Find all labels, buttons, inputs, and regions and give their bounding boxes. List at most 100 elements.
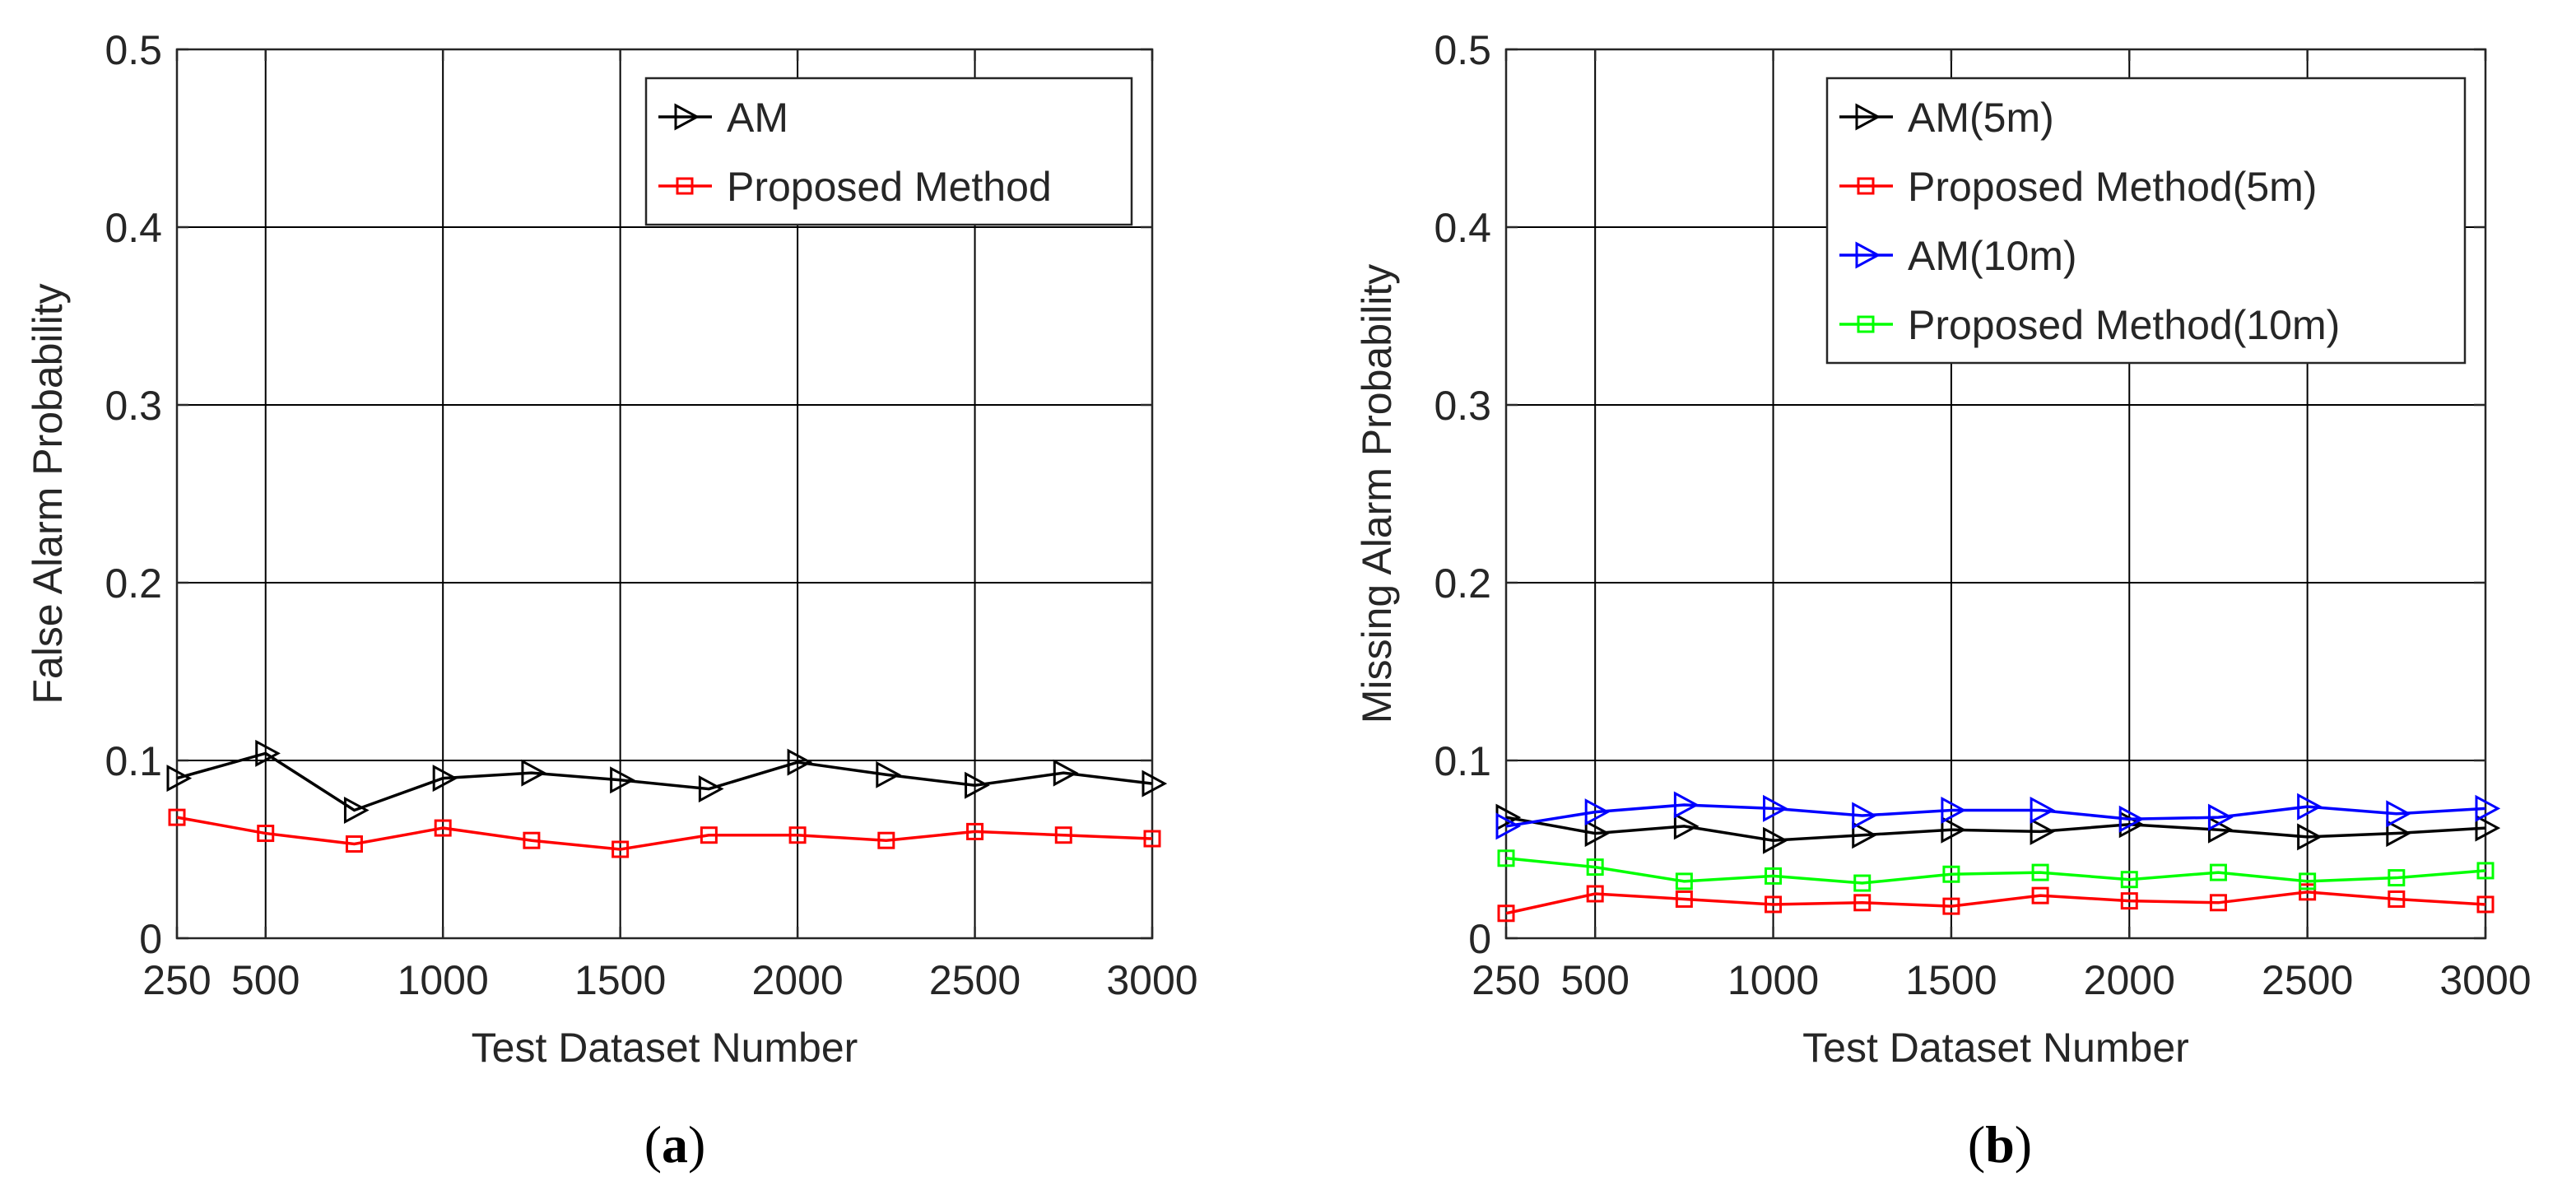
- x-tick-label: 500: [231, 957, 300, 1003]
- y-tick-label: 0.3: [105, 383, 162, 429]
- legend-marker: [1857, 315, 1875, 333]
- data-point: [1942, 897, 1960, 915]
- data-point: [2209, 894, 2227, 912]
- data-point: [2476, 862, 2495, 880]
- data-point: [788, 826, 807, 844]
- data-point: [1675, 890, 1693, 908]
- x-axis-label: Test Dataset Number: [1802, 1025, 2189, 1071]
- series-line: [176, 816, 1153, 851]
- x-tick-label: 3000: [1106, 957, 1197, 1003]
- data-point: [1673, 812, 1700, 840]
- data-point: [1765, 867, 1783, 885]
- series-line: [1505, 890, 2486, 915]
- data-point: [2386, 800, 2411, 828]
- data-point: [257, 825, 275, 843]
- data-point: [1763, 794, 1788, 822]
- data-point: [965, 771, 990, 799]
- data-point: [877, 831, 895, 849]
- data-point: [2209, 863, 2227, 881]
- data-point: [1054, 826, 1072, 844]
- data-point: [521, 759, 547, 787]
- data-point: [2299, 883, 2317, 901]
- data-point: [1497, 904, 1515, 923]
- x-tick-label: 1000: [1727, 957, 1819, 1003]
- data-point: [1853, 874, 1872, 892]
- data-point: [1765, 895, 1783, 914]
- caption-b: (b): [1968, 1115, 2032, 1174]
- chart-b: 250 500 1000 1500 2000 2500 3000 0 0.1 0.2 0.3 0.4 0…: [1354, 27, 2532, 1071]
- y-tick-label: 0.2: [105, 560, 162, 607]
- series-line: [1505, 816, 2486, 842]
- x-tick-label: 2000: [2084, 957, 2175, 1003]
- y-tick-label: 0.4: [1434, 205, 1491, 251]
- data-point: [2120, 892, 2138, 910]
- chart-a: 250 500 1000 1500 2000 2500 3000 0 0.1 0.2 0.3 0.4 0…: [25, 27, 1198, 1071]
- legend-marker: [1855, 103, 1881, 131]
- data-point: [787, 748, 813, 776]
- data-point: [434, 819, 452, 837]
- data-point: [611, 840, 630, 858]
- x-tick-label: 250: [1472, 957, 1540, 1003]
- data-point: [1941, 816, 1967, 844]
- data-point: [2297, 793, 2323, 821]
- legend-marker: [1857, 177, 1875, 195]
- data-point: [2030, 796, 2056, 824]
- legend-marker: [676, 177, 694, 195]
- data-point: [168, 808, 186, 826]
- x-tick-label: 2000: [751, 957, 843, 1003]
- data-point: [1673, 791, 1700, 819]
- y-tick-label: 0.5: [105, 27, 162, 73]
- y-axis-label: False Alarm Probability: [25, 283, 71, 704]
- data-point: [2388, 869, 2406, 887]
- legend-label: Proposed Method: [727, 164, 1052, 210]
- x-axis-label: Test Dataset Number: [472, 1025, 858, 1071]
- data-point: [1763, 826, 1788, 854]
- data-point: [2386, 820, 2411, 848]
- data-point: [1497, 849, 1515, 867]
- data-point: [2388, 890, 2406, 908]
- data-point: [966, 822, 984, 840]
- legend-label: AM: [727, 95, 788, 141]
- legend-marker: [1855, 241, 1881, 269]
- data-point: [1941, 796, 1967, 824]
- data-point: [1675, 872, 1693, 890]
- x-tick-label: 1500: [1905, 957, 1997, 1003]
- data-point: [610, 766, 635, 794]
- data-point: [166, 765, 193, 793]
- data-point: [700, 826, 718, 844]
- axes-box: [175, 48, 1154, 940]
- data-point: [2297, 823, 2323, 851]
- data-point: [876, 760, 901, 788]
- data-point: [1143, 830, 1161, 848]
- data-point: [523, 831, 541, 849]
- data-point: [2120, 871, 2138, 889]
- x-tick-label: 2500: [929, 957, 1021, 1003]
- caption-a: (a): [644, 1115, 706, 1174]
- data-point: [2031, 863, 2049, 881]
- x-tick-label: 1500: [574, 957, 666, 1003]
- data-point: [1142, 770, 1168, 797]
- x-tick-label: 3000: [2439, 957, 2531, 1003]
- series-line: [176, 751, 1153, 812]
- series-line: [1505, 803, 2486, 828]
- data-point: [1584, 798, 1611, 826]
- data-point: [2031, 886, 2049, 904]
- data-point: [1852, 802, 1877, 830]
- legend-label: Proposed Method(5m): [1908, 164, 2317, 210]
- y-tick-label: 0: [139, 916, 162, 962]
- data-point: [1495, 812, 1522, 840]
- data-point: [2118, 805, 2145, 833]
- y-tick-label: 0.4: [105, 205, 162, 251]
- x-tick-label: 2500: [2262, 957, 2353, 1003]
- y-tick-label: 0.1: [105, 738, 162, 784]
- y-tick-label: 0: [1468, 916, 1491, 962]
- data-point: [2476, 895, 2495, 914]
- y-tick-label: 0.2: [1434, 560, 1491, 607]
- data-point: [1586, 858, 1604, 876]
- legend-box: [1825, 77, 2467, 365]
- y-tick-label: 0.5: [1434, 27, 1491, 73]
- data-point: [1942, 865, 1960, 883]
- data-point: [432, 765, 458, 793]
